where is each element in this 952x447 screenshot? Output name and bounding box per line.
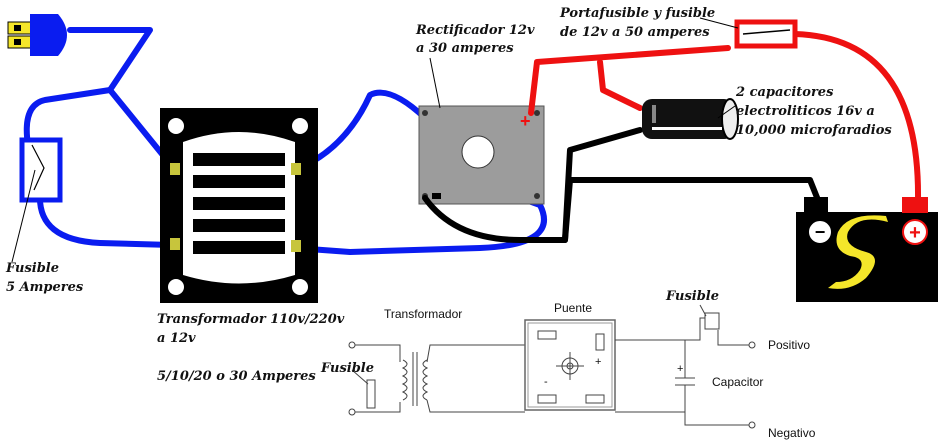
pictorial-labels: Rectificador 12v a 30 amperes Portafusib… [5, 6, 892, 384]
red-wires [528, 31, 922, 203]
transformer-label-2: a 12v [157, 331, 196, 346]
rectifier: + [418, 105, 545, 205]
rectifier-plus-sign: + [520, 111, 531, 131]
svg-text:Transformador 110v/220v: Transformador 110v/220v [157, 312, 345, 327]
wall-plug [7, 14, 67, 56]
rectifier-label-2: a 30 amperes [416, 41, 514, 56]
capacitor-label-1: 2 capacitores [735, 85, 834, 100]
svg-text:Portafusible y fusible: Portafusible y fusible [559, 6, 715, 21]
capacitor-label-2: electroliticos 16v a [736, 104, 875, 119]
svg-text:a 30 amperes: a 30 amperes [416, 41, 514, 56]
svg-text:de 12v a 50 amperes: de 12v a 50 amperes [560, 25, 710, 40]
schematic-capacitor-label: Capacitor [712, 375, 763, 389]
capacitor-pictorial [642, 98, 739, 140]
schematic-negative-label: Negativo [768, 426, 816, 440]
amps-label: 5/10/20 o 30 Amperes [157, 369, 316, 384]
schematic-fuse-out-label: Fusible [665, 289, 719, 304]
schematic: Transformador Puente Fusible Fusible Pos… [320, 289, 816, 440]
fuse-label-1: Fusible [5, 261, 59, 276]
schematic-cap-plus: + [677, 363, 683, 375]
rectifier-label-1: Rectificador 12v [415, 23, 535, 38]
svg-text:a 12v: a 12v [157, 331, 196, 346]
schematic-transformer-label: Transformador [384, 307, 462, 321]
leader-lines [11, 57, 736, 263]
battery: − + [796, 197, 938, 302]
battery-logo-icon [828, 215, 888, 289]
transformer-label-1: Transformador 110v/220v [157, 312, 345, 327]
fuse-5a [19, 137, 63, 203]
schematic-fuse-in-label: Fusible [320, 361, 374, 376]
fuse-holder-50a [699, 17, 798, 49]
svg-text:5 Amperes: 5 Amperes [6, 280, 84, 295]
svg-text:electroliticos 16v a: electroliticos 16v a [736, 104, 875, 119]
schematic-positive-label: Positivo [768, 338, 810, 352]
svg-text:10,000 microfaradios: 10,000 microfaradios [736, 123, 892, 138]
capacitor-label-3: 10,000 microfaradios [736, 123, 892, 138]
svg-text:Fusible: Fusible [5, 261, 59, 276]
black-wires [422, 127, 823, 243]
svg-text:Rectificador 12v: Rectificador 12v [415, 23, 535, 38]
battery-minus-sign: − [815, 222, 826, 242]
schematic-bridge-minus: - [544, 376, 548, 388]
transformer [160, 108, 318, 303]
fuse-label-2: 5 Amperes [6, 280, 84, 295]
battery-plus-sign: + [909, 222, 921, 244]
schematic-bridge-label: Puente [554, 301, 592, 315]
svg-text:2 capacitores: 2 capacitores [735, 85, 834, 100]
schematic-bridge-plus: + [595, 356, 601, 368]
holder-label-2: de 12v a 50 amperes [560, 25, 710, 40]
holder-label-1: Portafusible y fusible [559, 6, 715, 21]
svg-text:5/10/20 o 30 Amperes: 5/10/20 o 30 Amperes [157, 369, 316, 384]
